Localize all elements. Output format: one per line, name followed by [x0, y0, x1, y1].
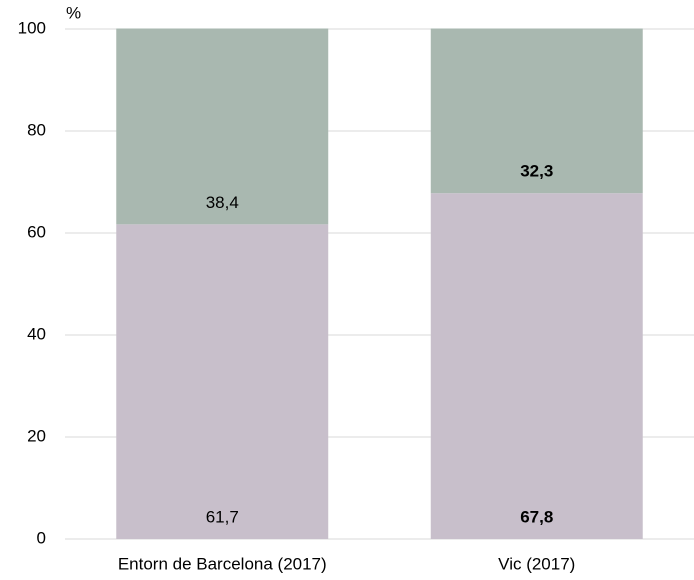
y-axis-label: % — [66, 3, 81, 22]
bar-segment — [116, 28, 329, 225]
bar-segment — [430, 193, 643, 539]
data-label: 32,3 — [520, 162, 553, 181]
y-tick-label: 40 — [27, 324, 46, 343]
y-tick-label: 60 — [27, 222, 46, 241]
bar-segment — [430, 28, 643, 194]
y-tick-label: 0 — [37, 528, 46, 547]
x-tick-label: Vic (2017) — [498, 554, 575, 573]
x-tick-label: Entorn de Barcelona (2017) — [118, 554, 327, 573]
data-label: 38,4 — [206, 193, 239, 212]
data-label: 67,8 — [520, 507, 553, 526]
y-tick-label: 100 — [18, 18, 46, 37]
y-tick-label: 20 — [27, 426, 46, 445]
data-label: 61,7 — [206, 507, 239, 526]
bar-segment — [116, 224, 329, 539]
y-tick-label: 80 — [27, 120, 46, 139]
